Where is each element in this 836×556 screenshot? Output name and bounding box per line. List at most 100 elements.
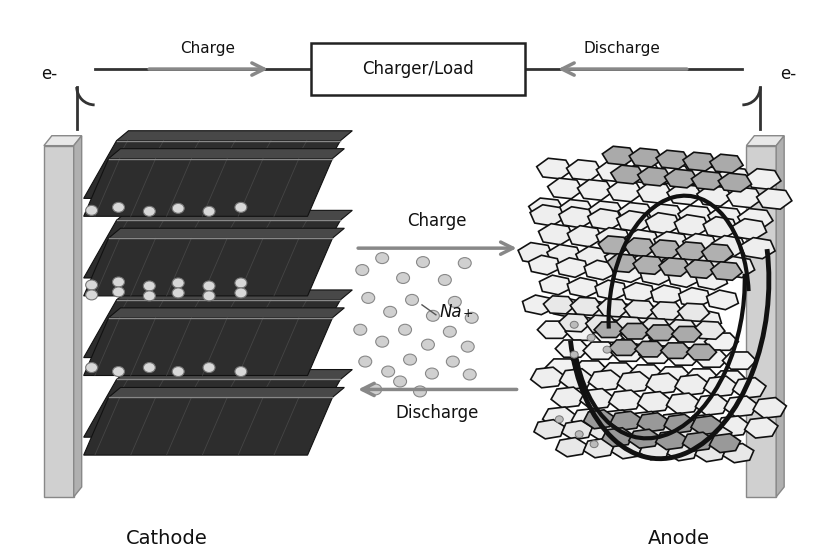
Ellipse shape <box>570 321 579 328</box>
Polygon shape <box>638 391 671 412</box>
Polygon shape <box>530 205 564 226</box>
Polygon shape <box>589 201 624 222</box>
Ellipse shape <box>85 280 98 290</box>
Polygon shape <box>675 375 708 395</box>
Polygon shape <box>547 245 582 266</box>
Polygon shape <box>666 393 700 414</box>
Polygon shape <box>562 421 593 440</box>
Text: Cathode: Cathode <box>125 529 207 548</box>
Polygon shape <box>116 370 352 380</box>
Polygon shape <box>531 367 564 388</box>
Polygon shape <box>550 297 582 317</box>
Polygon shape <box>604 249 640 270</box>
Polygon shape <box>609 340 639 355</box>
Ellipse shape <box>416 257 430 267</box>
Polygon shape <box>679 287 711 307</box>
Polygon shape <box>676 331 711 348</box>
Polygon shape <box>648 204 683 225</box>
Polygon shape <box>84 158 333 216</box>
Polygon shape <box>708 207 743 227</box>
Polygon shape <box>732 219 767 240</box>
Ellipse shape <box>113 366 125 376</box>
Polygon shape <box>667 441 698 461</box>
Polygon shape <box>84 300 340 358</box>
Polygon shape <box>594 322 624 337</box>
Polygon shape <box>610 411 641 430</box>
Polygon shape <box>584 260 616 280</box>
Polygon shape <box>645 424 676 443</box>
Ellipse shape <box>113 287 125 297</box>
Ellipse shape <box>85 205 98 215</box>
Polygon shape <box>617 372 650 393</box>
Polygon shape <box>537 158 572 179</box>
Polygon shape <box>716 416 749 436</box>
Polygon shape <box>555 340 589 358</box>
Ellipse shape <box>144 363 155 373</box>
Polygon shape <box>685 260 716 278</box>
Polygon shape <box>634 251 668 272</box>
Polygon shape <box>697 186 732 206</box>
Polygon shape <box>685 369 718 386</box>
Ellipse shape <box>466 312 478 323</box>
Polygon shape <box>746 168 781 189</box>
Polygon shape <box>650 240 681 259</box>
Ellipse shape <box>235 366 247 376</box>
Polygon shape <box>623 282 655 302</box>
Text: Discharge: Discharge <box>584 41 660 56</box>
Polygon shape <box>672 326 701 342</box>
Polygon shape <box>640 265 671 285</box>
Polygon shape <box>655 431 687 450</box>
Polygon shape <box>718 173 752 192</box>
Text: Discharge: Discharge <box>395 404 478 423</box>
Polygon shape <box>612 440 642 459</box>
Ellipse shape <box>448 296 461 307</box>
Polygon shape <box>522 295 554 315</box>
Polygon shape <box>558 314 590 332</box>
Polygon shape <box>619 202 654 223</box>
Ellipse shape <box>172 203 184 214</box>
Polygon shape <box>589 421 620 441</box>
Polygon shape <box>720 256 755 277</box>
Polygon shape <box>84 238 333 296</box>
Text: Anode: Anode <box>648 529 710 548</box>
Polygon shape <box>724 396 757 416</box>
Polygon shape <box>618 423 648 442</box>
Polygon shape <box>726 187 762 208</box>
Polygon shape <box>607 254 639 272</box>
Polygon shape <box>723 444 754 463</box>
Ellipse shape <box>570 351 579 358</box>
Ellipse shape <box>603 346 611 353</box>
Polygon shape <box>664 414 696 433</box>
Polygon shape <box>658 413 691 434</box>
Polygon shape <box>701 425 732 445</box>
Polygon shape <box>601 363 635 380</box>
Polygon shape <box>703 217 738 238</box>
Polygon shape <box>687 414 721 435</box>
Polygon shape <box>538 224 573 245</box>
Ellipse shape <box>438 275 451 285</box>
Polygon shape <box>660 343 691 359</box>
Ellipse shape <box>369 384 382 395</box>
Polygon shape <box>625 230 660 251</box>
Polygon shape <box>691 416 722 435</box>
Polygon shape <box>567 160 602 180</box>
Polygon shape <box>597 299 629 317</box>
Polygon shape <box>543 296 575 314</box>
Polygon shape <box>559 369 593 389</box>
Polygon shape <box>637 182 672 203</box>
Ellipse shape <box>458 257 472 269</box>
Ellipse shape <box>203 281 215 291</box>
Polygon shape <box>710 154 743 173</box>
Ellipse shape <box>443 326 456 337</box>
Polygon shape <box>116 210 352 220</box>
Polygon shape <box>710 434 741 453</box>
Polygon shape <box>665 169 698 188</box>
Polygon shape <box>596 227 631 249</box>
Polygon shape <box>657 367 691 384</box>
Ellipse shape <box>203 206 215 216</box>
Ellipse shape <box>446 356 459 367</box>
Polygon shape <box>538 321 571 339</box>
Ellipse shape <box>426 368 438 379</box>
Polygon shape <box>84 141 340 198</box>
Text: Charger/Load: Charger/Load <box>362 60 474 78</box>
